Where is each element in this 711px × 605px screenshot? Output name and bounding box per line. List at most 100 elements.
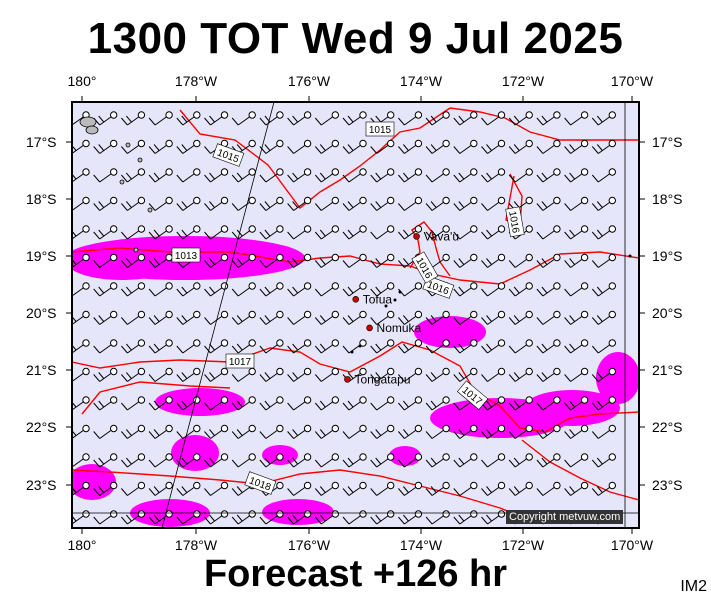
wind-barb-station	[359, 139, 367, 148]
lat-label-left: 23°S	[26, 477, 57, 493]
wind-barb-flag	[314, 288, 322, 297]
wind-barb-station	[220, 481, 229, 490]
wind-barb	[342, 111, 367, 126]
wind-barb-flag	[569, 144, 575, 151]
wind-barb	[176, 510, 201, 525]
wind-barb-station	[82, 396, 90, 404]
wind-barb-flag	[564, 459, 571, 468]
wind-barb-flag	[486, 343, 492, 351]
wind-barb	[398, 139, 423, 154]
wind-barb	[93, 282, 118, 297]
wind-barb-station	[303, 339, 312, 347]
wind-barb-station	[608, 225, 616, 233]
wind-barb-flag	[398, 402, 405, 411]
wind-barb	[121, 111, 146, 126]
wind-barb-flag	[264, 457, 271, 465]
wind-barb	[425, 310, 450, 325]
wind-barb-flag	[398, 516, 405, 525]
wind-barb-flag	[342, 117, 350, 126]
wind-barb-station	[525, 196, 533, 205]
wind-barb	[148, 225, 173, 240]
wind-barb-flag	[93, 174, 101, 183]
lon-label-top: 170°W	[610, 73, 654, 89]
wind-barb-station	[82, 510, 90, 518]
wind-barb-flag	[513, 201, 520, 208]
wind-barb	[508, 310, 533, 325]
wind-barb	[287, 111, 312, 126]
wind-barb	[564, 168, 589, 183]
wind-barb-flag	[181, 201, 188, 208]
wind-barb-flag	[314, 231, 322, 240]
wind-barb-station	[414, 225, 423, 233]
wind-barb-station	[387, 111, 395, 119]
wind-barb	[342, 253, 367, 268]
wind-barb-station	[470, 253, 478, 262]
wind-barb-station	[303, 481, 312, 490]
wind-barb-flag	[458, 514, 465, 522]
wind-barb-station	[359, 282, 367, 290]
wind-barb-flag	[121, 146, 128, 154]
wind-barb-station	[276, 453, 284, 461]
wind-barb-station	[165, 282, 173, 290]
wind-barb	[398, 481, 423, 496]
wind-barb-station	[331, 367, 339, 376]
wind-barb-flag	[513, 286, 520, 294]
wind-barb	[508, 339, 533, 354]
wind-barb-flag	[458, 343, 465, 351]
lon-label-top: 180°	[67, 73, 97, 89]
wind-barb-flag	[481, 488, 488, 496]
wind-barb-station	[497, 168, 506, 176]
wind-barb-flag	[287, 488, 294, 496]
wind-barb	[481, 282, 506, 297]
wind-barb	[148, 253, 173, 268]
wind-barb-flag	[347, 372, 354, 379]
wind-barb-flag	[287, 459, 294, 468]
wind-barb	[148, 339, 173, 354]
wind-barb-station	[608, 282, 616, 290]
island	[119, 179, 125, 185]
wind-barb-station	[110, 310, 118, 319]
wind-barb	[342, 510, 367, 525]
wind-barb-flag	[398, 488, 405, 496]
place-marker	[366, 324, 373, 332]
rain-area	[524, 390, 620, 426]
wind-barb-flag	[72, 486, 77, 493]
wind-barb-flag	[458, 286, 465, 294]
wind-barb-flag	[536, 288, 544, 297]
wind-barb-station	[331, 310, 339, 319]
wind-barb	[93, 339, 118, 354]
wind-barb-station	[497, 367, 506, 376]
wind-barb-flag	[236, 315, 243, 322]
wind-barb-station	[193, 310, 201, 319]
lon-label-top: 172°W	[501, 73, 545, 89]
wind-barb-station	[82, 453, 90, 461]
wind-barbs-layer	[72, 111, 616, 525]
island	[133, 247, 139, 253]
wind-barb	[72, 310, 90, 325]
wind-barb-flag	[591, 231, 599, 240]
wind-barb-station	[553, 225, 561, 233]
wind-barb-flag	[287, 174, 294, 183]
wind-barb-station	[303, 196, 312, 205]
wind-barb-flag	[153, 172, 160, 180]
wind-barb-flag	[231, 488, 239, 496]
wind-barb-station	[137, 310, 146, 319]
wind-barb-flag	[486, 229, 492, 237]
wind-barb-station	[470, 310, 478, 319]
wind-barb	[231, 225, 256, 240]
wind-barb-station	[137, 168, 146, 176]
wind-barb-station	[553, 481, 561, 490]
wind-barb-flag	[453, 231, 461, 240]
wind-barb-flag	[72, 401, 77, 408]
wind-barb-station	[525, 339, 533, 347]
wind-barb-flag	[481, 374, 488, 382]
wind-barb-station	[137, 282, 146, 290]
wind-barb-flag	[231, 345, 239, 354]
wind-barb-flag	[591, 374, 599, 382]
wind-barb-flag	[209, 514, 215, 522]
wind-barb-flag	[287, 288, 294, 297]
wind-barb-flag	[153, 343, 160, 351]
wind-barb-flag	[486, 486, 492, 493]
wind-barb-station	[165, 510, 173, 518]
